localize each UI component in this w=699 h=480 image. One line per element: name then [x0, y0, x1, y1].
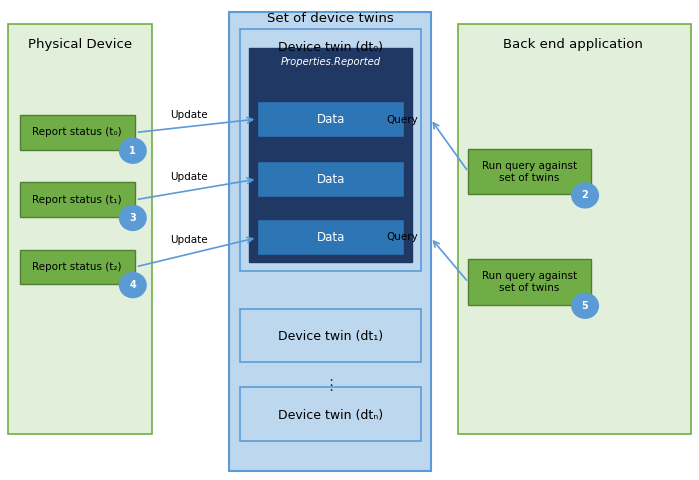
Bar — [468, 149, 591, 194]
Text: Back end application: Back end application — [503, 37, 643, 51]
Text: Device twin (dt₁): Device twin (dt₁) — [278, 330, 383, 344]
Text: Device twin (dtₙ): Device twin (dtₙ) — [278, 408, 383, 422]
Text: 1: 1 — [129, 146, 136, 156]
Text: 2: 2 — [582, 191, 589, 200]
Bar — [468, 259, 591, 305]
Ellipse shape — [572, 293, 598, 318]
Bar — [20, 182, 135, 217]
Text: Update: Update — [170, 110, 208, 120]
Bar — [240, 387, 421, 441]
Text: Query: Query — [387, 115, 418, 125]
Bar — [20, 115, 135, 150]
Text: Report status (t₁): Report status (t₁) — [32, 195, 122, 204]
Bar — [240, 309, 421, 362]
Text: Device twin (dt₀): Device twin (dt₀) — [278, 41, 383, 55]
Ellipse shape — [120, 273, 146, 298]
Ellipse shape — [120, 138, 146, 163]
Text: 3: 3 — [129, 213, 136, 223]
Text: Query: Query — [387, 232, 418, 242]
Text: Update: Update — [170, 172, 208, 182]
Bar — [257, 219, 404, 255]
Text: Run query against
set of twins: Run query against set of twins — [482, 272, 577, 293]
Text: Update: Update — [170, 235, 208, 245]
Text: ⋮: ⋮ — [323, 378, 338, 393]
Text: Run query against
set of twins: Run query against set of twins — [482, 161, 577, 182]
Bar — [240, 29, 421, 271]
Text: Data: Data — [317, 112, 345, 126]
Text: 4: 4 — [129, 280, 136, 290]
Bar — [458, 24, 691, 434]
Bar — [257, 101, 404, 137]
Text: Report status (t₀): Report status (t₀) — [32, 128, 122, 137]
Text: Properties.Reported: Properties.Reported — [280, 58, 381, 67]
Bar — [257, 161, 404, 197]
Bar — [8, 24, 152, 434]
Text: 5: 5 — [582, 301, 589, 311]
Text: Set of device twins: Set of device twins — [266, 12, 394, 25]
Bar — [249, 48, 412, 262]
Ellipse shape — [120, 205, 146, 230]
Ellipse shape — [572, 183, 598, 208]
Bar — [20, 250, 135, 284]
Text: Data: Data — [317, 231, 345, 244]
Text: Physical Device: Physical Device — [28, 37, 131, 51]
Text: Report status (t₂): Report status (t₂) — [32, 262, 122, 272]
Bar — [229, 12, 431, 471]
Text: Data: Data — [317, 172, 345, 186]
